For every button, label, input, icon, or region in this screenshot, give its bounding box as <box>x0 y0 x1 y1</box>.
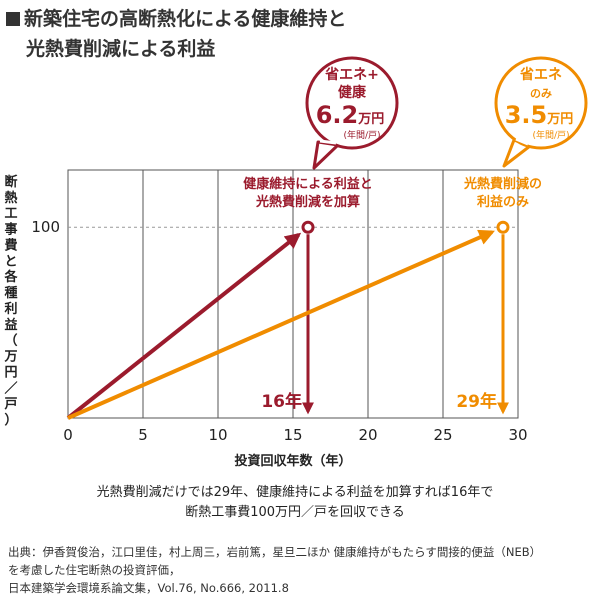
callout-value: 6.2万円 <box>316 101 385 129</box>
callout-unit-note: (年間/戸) <box>532 129 569 141</box>
callout-tail-mask <box>319 139 337 145</box>
series-label-line-2: 光熱費削減を加算 <box>255 194 360 210</box>
source-line-2: を考慮した住宅断熱の投資評価， <box>8 563 181 577</box>
source-line-1: 出典：伊香賀俊治，江口里佳，村上周三，岩前篤，星旦二ほか 健康維持がもたらす間接… <box>8 545 542 559</box>
breakeven-point <box>301 220 315 234</box>
callout-line-1: 省エネ+ <box>324 66 379 83</box>
y-tick-label: 100 <box>31 218 60 236</box>
title-line-1: 新築住宅の高断熱化による健康維持と <box>24 8 347 30</box>
title-bullet-square <box>6 12 20 26</box>
y-axis-label: 断熱工事費と各種利益（万円／戸） <box>3 174 18 428</box>
breakeven-point <box>496 220 510 234</box>
chart-grid <box>67 169 519 419</box>
series-label-line-1: 健康維持による利益と <box>243 176 373 192</box>
x-tick-label: 20 <box>358 426 377 444</box>
callout-unit-note: (年間/戸) <box>343 129 380 141</box>
chart-axes: 0 5 10 15 20 25 30 100 投資回収年数（年） 断熱工事費と各種利益（万円／戸） <box>3 174 527 469</box>
callout-value: 3.5万円 <box>505 101 574 129</box>
payback-chart: 0 5 10 15 20 25 30 100 投資回収年数（年） 断熱工事費と各種利益（万円／戸）… <box>3 56 588 469</box>
source-line-3: 日本建築学会環境系論文集，Vol.76, No.666, 2011.8 <box>8 581 289 595</box>
caption-line-1: 光熱費削減だけでは29年、健康維持による利益を加算すれば16年で <box>96 485 494 500</box>
x-tick-label: 10 <box>208 426 227 444</box>
breakeven-year-label: 29年 <box>456 391 497 412</box>
source-citation: 出典：伊香賀俊治，江口里佳，村上周三，岩前篤，星旦二ほか 健康維持がもたらす間接… <box>8 543 588 597</box>
callout-tail-mask <box>515 137 529 146</box>
callout-line-2: のみ <box>530 87 552 100</box>
x-tick-label: 15 <box>283 426 302 444</box>
breakeven-year-label: 16年 <box>261 391 302 412</box>
payback-line <box>66 232 302 420</box>
callout-circle <box>494 56 588 150</box>
callout-circle <box>305 56 399 150</box>
title-line-2: 光熱費削減による利益 <box>26 38 216 60</box>
x-tick-label: 5 <box>138 426 148 444</box>
x-axis-label: 投資回収年数（年） <box>234 453 351 469</box>
callout-bubble-1: 省エネ+健康6.2万円(年間/戸) <box>305 56 399 170</box>
callout-line-1: 省エネ <box>519 66 562 83</box>
x-tick-label: 25 <box>433 426 452 444</box>
chart-caption: 光熱費削減だけでは29年、健康維持による利益を加算すれば16年で 断熱工事費10… <box>0 483 590 523</box>
series-label-line-2: 利益のみ <box>477 194 529 210</box>
x-tick-label: 30 <box>508 426 527 444</box>
chart-title: 新築住宅の高断熱化による健康維持と 光熱費削減による利益 <box>6 4 584 64</box>
caption-line-2: 断熱工事費100万円／戸を回収できる <box>185 505 405 520</box>
callout-line-2: 健康 <box>338 84 367 101</box>
payback-line <box>67 229 495 420</box>
x-tick-label: 0 <box>63 426 73 444</box>
series-label-line-1: 光熱費削減の <box>463 176 542 192</box>
